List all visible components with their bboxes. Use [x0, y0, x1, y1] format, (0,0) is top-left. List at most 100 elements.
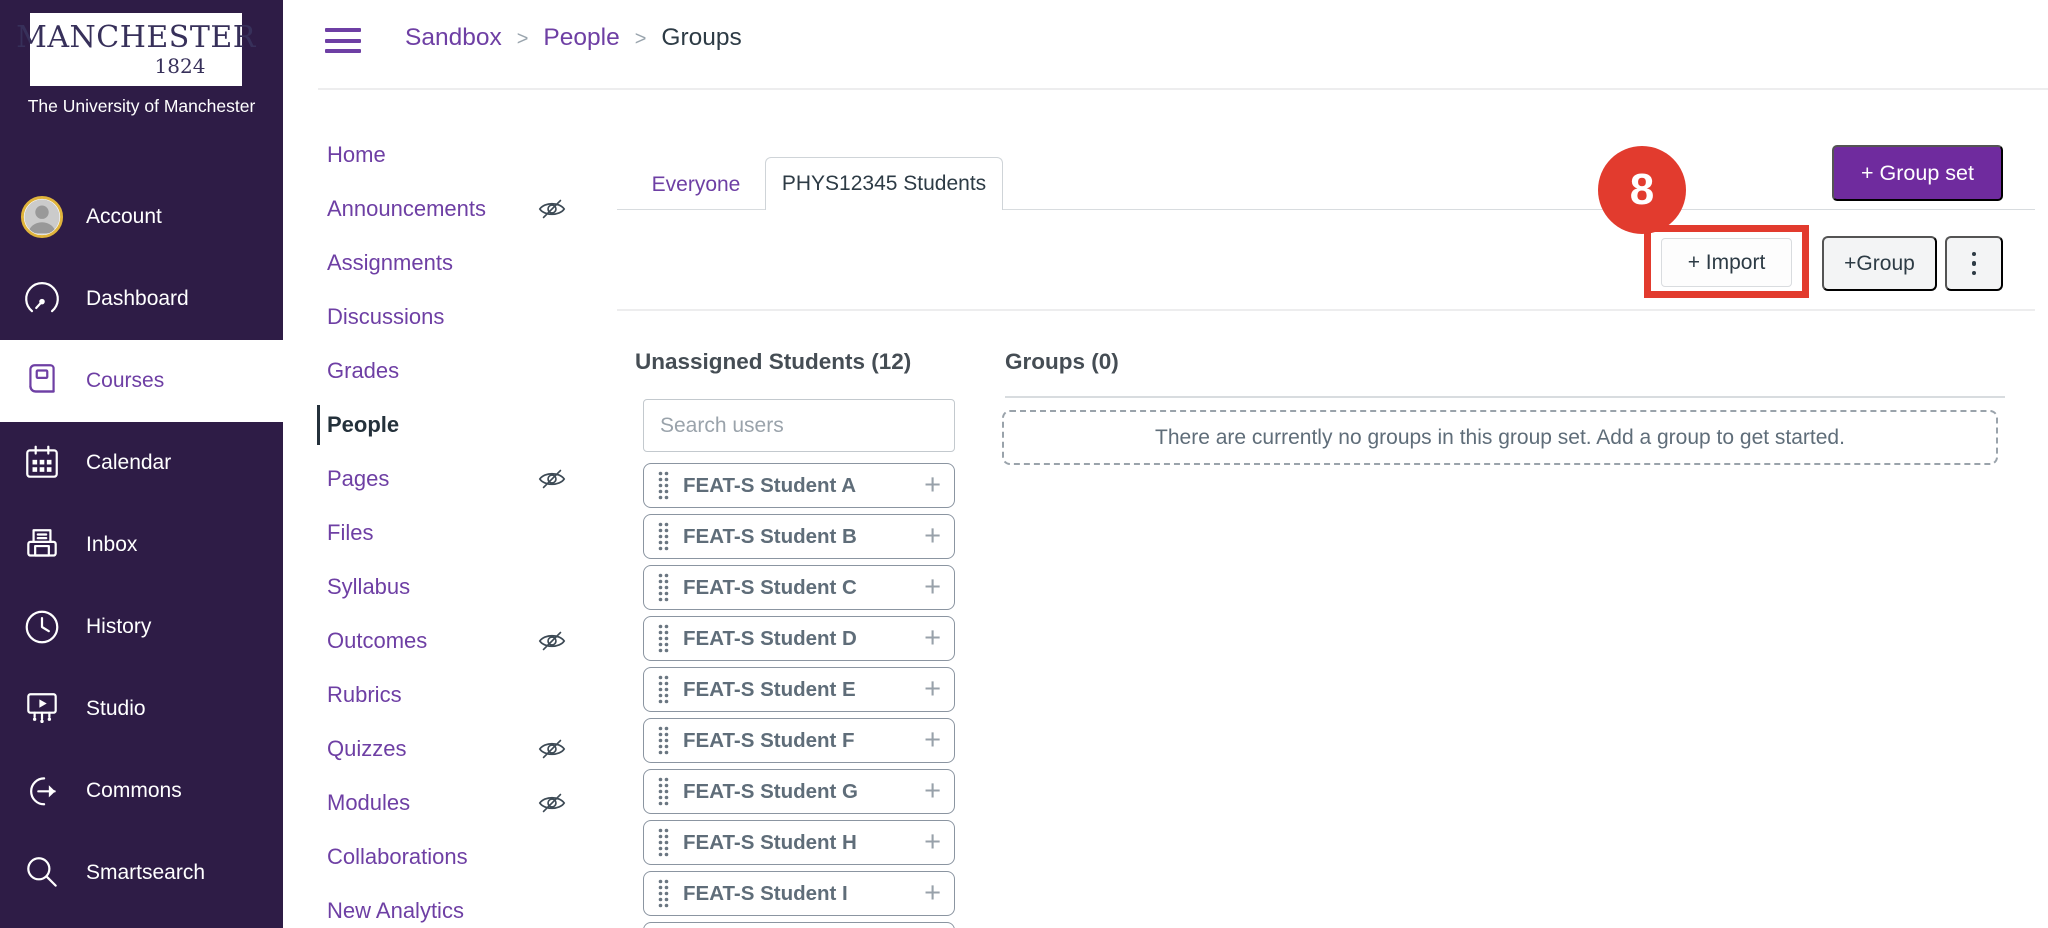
add-to-group-icon[interactable]: +: [924, 826, 941, 858]
course-nav-discussions[interactable]: Discussions: [327, 290, 577, 344]
sidebar-item-label: Dashboard: [86, 287, 189, 310]
avatar: [20, 195, 64, 239]
search-users-input[interactable]: [643, 399, 955, 452]
drag-handle-icon[interactable]: [657, 725, 670, 756]
student-name: FEAT-S Student B: [683, 524, 857, 548]
course-nav-label: Quizzes: [327, 736, 407, 761]
hidden-eye-icon: [537, 788, 567, 818]
course-nav-new-analytics[interactable]: New Analytics: [327, 884, 577, 928]
course-nav-label: Rubrics: [327, 682, 402, 707]
course-nav-label: Grades: [327, 358, 400, 383]
drag-handle-icon[interactable]: [657, 623, 670, 654]
add-to-group-icon[interactable]: +: [924, 520, 941, 552]
drag-handle-icon[interactable]: [657, 521, 670, 552]
sidebar-item-account[interactable]: Account: [0, 176, 283, 258]
history-clock-icon: [20, 605, 64, 649]
student-card[interactable]: FEAT-S Student E +: [643, 667, 955, 712]
course-nav-announcements[interactable]: Announcements: [327, 182, 577, 236]
add-to-group-icon[interactable]: +: [924, 622, 941, 654]
inbox-icon: [20, 523, 64, 567]
course-nav-modules[interactable]: Modules: [327, 776, 577, 830]
breadcrumb-people[interactable]: People: [543, 24, 620, 51]
hidden-eye-icon: [537, 626, 567, 656]
student-card[interactable]: FEAT-S Student H +: [643, 820, 955, 865]
drag-handle-icon[interactable]: [657, 470, 670, 501]
step-annotation-badge: 8: [1598, 146, 1686, 234]
global-nav-list: Account Dashboard: [0, 176, 283, 914]
import-button[interactable]: + Import: [1661, 238, 1792, 287]
sidebar-item-courses[interactable]: Courses: [0, 340, 283, 422]
breadcrumb-groups: Groups: [661, 24, 742, 51]
add-to-group-icon[interactable]: +: [924, 673, 941, 705]
drag-handle-icon[interactable]: [657, 572, 670, 603]
add-group-button[interactable]: +Group: [1822, 236, 1937, 291]
drag-handle-icon[interactable]: [657, 674, 670, 705]
student-name: FEAT-S Student E: [683, 677, 856, 701]
student-card-partial[interactable]: [643, 922, 955, 928]
more-options-kebab-button[interactable]: [1945, 236, 2003, 291]
course-nav-label: Outcomes: [327, 628, 428, 653]
sidebar-item-label: Studio: [86, 697, 146, 720]
student-card[interactable]: FEAT-S Student C +: [643, 565, 955, 610]
student-card[interactable]: FEAT-S Student G +: [643, 769, 955, 814]
course-nav-label: Files: [327, 520, 374, 545]
unassigned-students-list: FEAT-S Student A + FEAT-S Student B + FE…: [643, 463, 955, 928]
student-name: FEAT-S Student A: [683, 473, 857, 497]
course-nav-outcomes[interactable]: Outcomes: [327, 614, 577, 668]
sidebar-item-studio[interactable]: Studio: [0, 668, 283, 750]
sidebar-item-inbox[interactable]: Inbox: [0, 504, 283, 586]
breadcrumb-separator-icon: >: [634, 27, 647, 50]
course-nav-quizzes[interactable]: Quizzes: [327, 722, 577, 776]
add-to-group-icon[interactable]: +: [924, 877, 941, 909]
course-nav-label: Syllabus: [327, 574, 411, 599]
breadcrumb: Sandbox > People > Groups: [405, 24, 742, 52]
add-group-set-button[interactable]: + Group set: [1832, 145, 2003, 201]
add-to-group-icon[interactable]: +: [924, 571, 941, 603]
sidebar-item-smartsearch[interactable]: Smartsearch: [0, 832, 283, 914]
logo-wordmark: MANCHESTER: [16, 20, 256, 55]
drag-handle-icon[interactable]: [657, 827, 670, 858]
dashboard-icon: [20, 277, 64, 321]
course-nav-label: Pages: [327, 466, 390, 491]
course-nav-pages[interactable]: Pages: [327, 452, 577, 506]
course-nav-label: New Analytics: [327, 898, 464, 923]
course-menu-toggle-icon[interactable]: [325, 28, 361, 53]
breadcrumb-course[interactable]: Sandbox: [405, 24, 502, 51]
breadcrumb-separator-icon: >: [516, 27, 529, 50]
student-card[interactable]: FEAT-S Student A +: [643, 463, 955, 508]
student-card[interactable]: FEAT-S Student B +: [643, 514, 955, 559]
sidebar-item-dashboard[interactable]: Dashboard: [0, 258, 283, 340]
course-nav-collaborations[interactable]: Collaborations: [327, 830, 577, 884]
course-nav-assignments[interactable]: Assignments: [327, 236, 577, 290]
drag-handle-icon[interactable]: [657, 776, 670, 807]
tab-phys12345-students[interactable]: PHYS12345 Students: [765, 157, 1003, 210]
course-nav-home[interactable]: Home: [327, 128, 577, 182]
course-nav-label: Home: [327, 142, 386, 167]
drag-handle-icon[interactable]: [657, 878, 670, 909]
add-to-group-icon[interactable]: +: [924, 469, 941, 501]
sidebar-item-label: Calendar: [86, 451, 172, 474]
add-to-group-icon[interactable]: +: [924, 724, 941, 756]
tab-everyone[interactable]: Everyone: [651, 173, 741, 196]
course-nav-rubrics[interactable]: Rubrics: [327, 668, 577, 722]
course-nav-label: Modules: [327, 790, 411, 815]
student-name: FEAT-S Student C: [683, 575, 857, 599]
sidebar-item-label: Courses: [86, 369, 165, 392]
course-nav-people[interactable]: People: [317, 398, 577, 452]
add-to-group-icon[interactable]: +: [924, 775, 941, 807]
course-nav-syllabus[interactable]: Syllabus: [327, 560, 577, 614]
unassigned-students-title: Unassigned Students (12): [635, 349, 912, 374]
sidebar-item-calendar[interactable]: Calendar: [0, 422, 283, 504]
sidebar-item-commons[interactable]: Commons: [0, 750, 283, 832]
groups-empty-message: There are currently no groups in this gr…: [1155, 425, 1845, 449]
groups-empty-state: There are currently no groups in this gr…: [1002, 410, 1998, 465]
student-card[interactable]: FEAT-S Student D +: [643, 616, 955, 661]
course-nav-grades[interactable]: Grades: [327, 344, 577, 398]
sidebar-item-history[interactable]: History: [0, 586, 283, 668]
course-nav-files[interactable]: Files: [327, 506, 577, 560]
student-card[interactable]: FEAT-S Student F +: [643, 718, 955, 763]
hidden-eye-icon: [537, 734, 567, 764]
hidden-eye-icon: [537, 464, 567, 494]
student-card[interactable]: FEAT-S Student I +: [643, 871, 955, 916]
